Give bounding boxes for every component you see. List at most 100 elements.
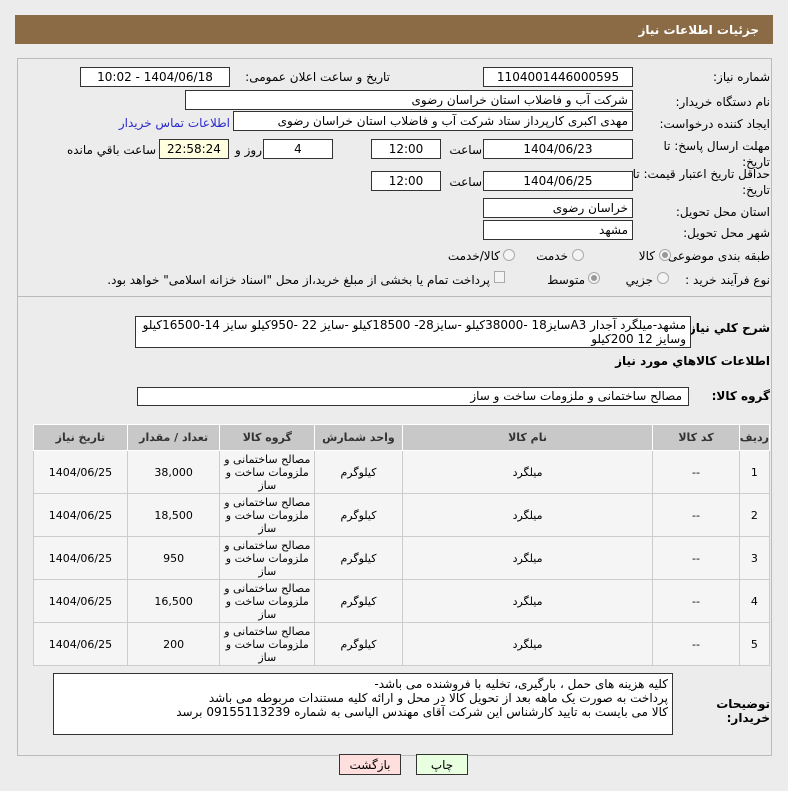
unit: کیلوگرم [314, 622, 403, 666]
contact-buyer-link[interactable]: اطلاعات تماس خریدار [118, 116, 230, 130]
table-row: 3 -- میلگرد کیلوگرم مصالح ساختمانی و ملزومات… [33, 536, 771, 580]
announce-label: تاریخ و ساعت اعلان عمومی: [245, 70, 390, 84]
quantity: 16,500 [126, 579, 221, 623]
table-row: 1 -- میلگرد کیلوگرم مصالح ساختمانی و ملزومات… [33, 450, 771, 494]
unit: کیلوگرم [314, 579, 403, 623]
need-date: 1404/06/25 [33, 579, 128, 623]
unit: کیلوگرم [314, 536, 403, 580]
buyer-label: نام دستگاه خریدار: [675, 95, 771, 109]
goods-table: ردیف کد کالا نام کالا واحد شمارش گروه کا… [33, 424, 771, 666]
unit: کیلوگرم [314, 493, 403, 537]
col-quantity: تعداد / مقدار [126, 424, 221, 451]
need-number-label: شماره نیاز: [713, 70, 770, 84]
goods-name: میلگرد [401, 450, 654, 494]
col-name: نام کالا [401, 424, 654, 451]
category-option-both: کالا/خدمت [447, 249, 500, 263]
validity-label: حداقل تاریخ اعتبار قیمت: تا تاریخ: [632, 167, 770, 197]
need-number-field: 1104001446000595 [483, 67, 633, 87]
creator-label: ایجاد کننده درخواست: [659, 117, 770, 131]
quantity: 18,500 [126, 493, 221, 537]
goods-name: میلگرد [401, 493, 654, 537]
table-header-row: ردیف کد کالا نام کالا واحد شمارش گروه کا… [33, 424, 771, 451]
goods-info-title: اطلاعات کالاهاي مورد نیاز [615, 354, 770, 368]
payment-checkbox[interactable] [494, 271, 505, 283]
col-group: گروه کالا [219, 424, 316, 451]
process-radio-minor[interactable] [657, 272, 669, 284]
category-label: طبقه بندی موضوعی: [663, 249, 770, 263]
deadline-date-field: 1404/06/23 [483, 139, 633, 159]
quantity: 38,000 [126, 450, 221, 494]
deadline-time-label: ساعت [449, 143, 482, 157]
notes-label: توضیحات خریدار: [716, 697, 770, 725]
table-row: 4 -- میلگرد کیلوگرم مصالح ساختمانی و ملزومات… [33, 579, 771, 623]
row-number: 3 [738, 536, 771, 580]
page-header: جزئیات اطلاعات نیاز [15, 15, 773, 44]
back-button[interactable]: بازگشت [339, 754, 401, 775]
creator-field: مهدی اکبری کارپرداز ستاد شرکت آب و فاضلا… [233, 111, 633, 131]
category-radio-goods[interactable] [659, 249, 671, 261]
goods-group-label: گروه کالا: [711, 389, 770, 403]
need-date: 1404/06/25 [33, 493, 128, 537]
deadline-time-field: 12:00 [371, 139, 441, 159]
need-date: 1404/06/25 [33, 450, 128, 494]
goods-group: مصالح ساختمانی و ملزومات ساخت و ساز [219, 579, 316, 623]
validity-time-field: 12:00 [371, 171, 441, 191]
goods-group: مصالح ساختمانی و ملزومات ساخت و ساز [219, 493, 316, 537]
goods-name: میلگرد [401, 622, 654, 666]
row-number: 2 [738, 493, 771, 537]
need-date: 1404/06/25 [33, 536, 128, 580]
notes-line: کالا می بایست به تایید کارشناس این شرکت … [176, 705, 668, 719]
goods-group: مصالح ساختمانی و ملزومات ساخت و ساز [219, 450, 316, 494]
notes-line: کلیه هزینه های حمل ، بارگیری، تخلیه با ف… [374, 677, 668, 691]
goods-code: -- [652, 493, 740, 537]
province-label: استان محل تحویل: [675, 205, 770, 219]
row-number: 4 [738, 579, 771, 623]
row-number: 1 [738, 450, 771, 494]
row-number: 5 [738, 622, 771, 666]
deadline-label: مهلت ارسال پاسخ: تا تاریخ: [663, 139, 770, 169]
divider [17, 296, 772, 297]
category-radio-service[interactable] [572, 249, 584, 261]
days-field: 4 [263, 139, 333, 159]
process-radio-medium[interactable] [588, 272, 600, 284]
quantity: 200 [126, 622, 221, 666]
col-row: ردیف [738, 424, 771, 451]
process-label: نوع فرآیند خرید : [685, 273, 770, 287]
col-date: تاریخ نیاز [33, 424, 128, 451]
goods-name: میلگرد [401, 579, 654, 623]
goods-group: مصالح ساختمانی و ملزومات ساخت و ساز [219, 536, 316, 580]
goods-name: میلگرد [401, 536, 654, 580]
goods-group-field: مصالح ساختمانی و ملزومات ساخت و ساز [137, 387, 689, 406]
goods-code: -- [652, 450, 740, 494]
city-label: شهر محل تحویل: [683, 226, 770, 240]
payment-note: پرداخت تمام یا بخشی از مبلغ خرید،از محل … [107, 273, 490, 287]
province-field: خراسان رضوی [483, 198, 633, 218]
goods-code: -- [652, 622, 740, 666]
goods-group: مصالح ساختمانی و ملزومات ساخت و ساز [219, 622, 316, 666]
category-radio-both[interactable] [503, 249, 515, 261]
print-button[interactable]: چاپ [416, 754, 468, 775]
remaining-label: ساعت باقي مانده [66, 143, 156, 157]
col-code: کد کالا [652, 424, 740, 451]
notes-field[interactable]: کلیه هزینه های حمل ، بارگیری، تخلیه با ف… [53, 673, 673, 735]
unit: کیلوگرم [314, 450, 403, 494]
process-option-medium: متوسط [547, 273, 585, 287]
validity-time-label: ساعت [449, 175, 482, 189]
category-option-goods: کالا [638, 249, 655, 263]
process-option-minor: جزیي [625, 273, 653, 287]
city-field: مشهد [483, 220, 633, 240]
goods-code: -- [652, 579, 740, 623]
table-row: 2 -- میلگرد کیلوگرم مصالح ساختمانی و ملزومات… [33, 493, 771, 537]
description-field[interactable]: مشهد-میلگرد آجدار A3سایز18 -38000کیلو -س… [135, 316, 691, 348]
description-label: شرح کلي نیاز: [684, 321, 770, 335]
buyer-field: شرکت آب و فاضلاب استان خراسان رضوی [185, 90, 633, 110]
goods-code: -- [652, 536, 740, 580]
table-row: 5 -- میلگرد کیلوگرم مصالح ساختمانی و ملزومات… [33, 622, 771, 666]
quantity: 950 [126, 536, 221, 580]
notes-line: پرداخت به صورت یک ماهه بعد از تحویل کالا… [208, 691, 668, 705]
validity-date-field: 1404/06/25 [483, 171, 633, 191]
category-option-service: خدمت [536, 249, 568, 263]
col-unit: واحد شمارش [314, 424, 403, 451]
need-date: 1404/06/25 [33, 622, 128, 666]
days-label: روز و [235, 143, 262, 157]
